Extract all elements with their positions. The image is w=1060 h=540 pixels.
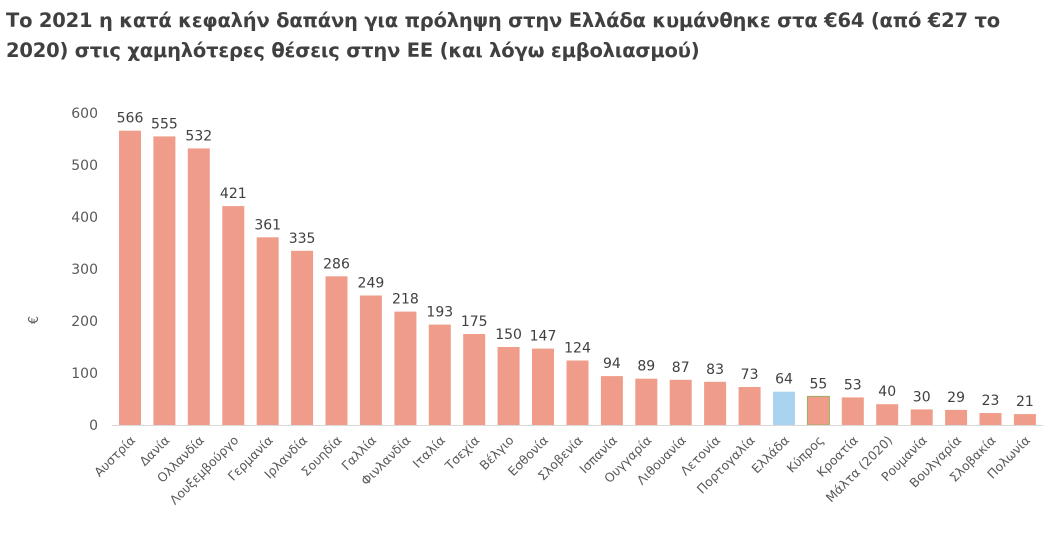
bar-22 [876,404,899,425]
y-axis-label: € [27,316,42,324]
data-label: 89 [637,359,655,375]
data-label: 335 [289,231,316,247]
category-label: Τσεχία [441,433,482,474]
data-label: 150 [495,327,522,343]
bar-12 [532,348,554,425]
data-label: 83 [706,362,724,378]
bar-16 [669,379,692,425]
data-label: 94 [603,356,621,372]
y-tick-label: 100 [71,366,98,382]
data-label: 53 [844,377,862,393]
data-label: 30 [913,389,931,405]
bar-15 [635,378,658,425]
bar-9 [428,324,451,425]
bar-21 [841,397,864,425]
data-label: 55 [809,376,827,392]
data-label: 566 [117,111,144,127]
data-label: 23 [982,393,1000,409]
bar-11 [497,347,520,425]
bars [119,130,1036,426]
bar-26 [1013,414,1036,425]
bar-19 [773,391,795,425]
y-tick-label: 0 [89,418,98,434]
y-tick-label: 400 [71,210,98,226]
data-label: 73 [741,367,759,383]
data-label: 64 [775,372,793,388]
y-tick-label: 600 [71,106,98,122]
data-label: 218 [392,292,419,308]
data-label: 87 [672,360,690,376]
bar-17 [704,381,727,425]
data-label: 555 [151,116,178,132]
data-label: 361 [254,217,281,233]
data-label: 175 [461,314,488,330]
category-label: Ελλάδα [748,433,792,477]
category-label: Ιταλία [410,433,448,471]
bar-2 [187,148,210,425]
bar-1 [153,136,176,425]
data-labels: 566 555 532 421 361 335 286 249 218 193 175 150 147 1… [117,111,1034,410]
data-label: 147 [530,329,557,345]
bar-4 [256,237,279,425]
y-axis: 0 100 200 300 400 500 600 [71,106,98,434]
bar-14 [600,376,623,425]
chart-title: Το 2021 η κατά κεφαλήν δαπάνη για πρόληψ… [6,9,1000,62]
bar-13 [566,360,589,425]
bar-7 [359,295,382,425]
bar-10 [463,334,486,425]
bar-6 [325,276,348,425]
data-label: 193 [426,305,453,321]
bar-5 [291,250,314,425]
bar-20 [806,395,830,426]
data-label: 40 [878,384,896,400]
data-label: 21 [1016,394,1034,410]
bar-3 [222,206,245,425]
data-label: 286 [323,256,350,272]
data-label: 29 [947,390,965,406]
data-label: 532 [185,128,212,144]
data-label: 249 [358,276,385,292]
y-tick-label: 500 [71,158,98,174]
y-tick-label: 300 [71,262,98,278]
bar-23 [910,409,933,425]
bar-0 [119,130,141,425]
bar-8 [394,311,417,425]
data-label: 124 [564,341,591,357]
bar-25 [979,413,1002,425]
bar-24 [945,409,968,425]
y-tick-label: 200 [71,314,98,330]
category-labels: ΑυστρίαΔανίαΟλλανδίαΛουξεμβούργοΓερμανία… [91,433,1033,508]
data-label: 421 [220,186,247,202]
bar-18 [738,387,761,425]
category-label: Αυστρία [91,433,138,480]
